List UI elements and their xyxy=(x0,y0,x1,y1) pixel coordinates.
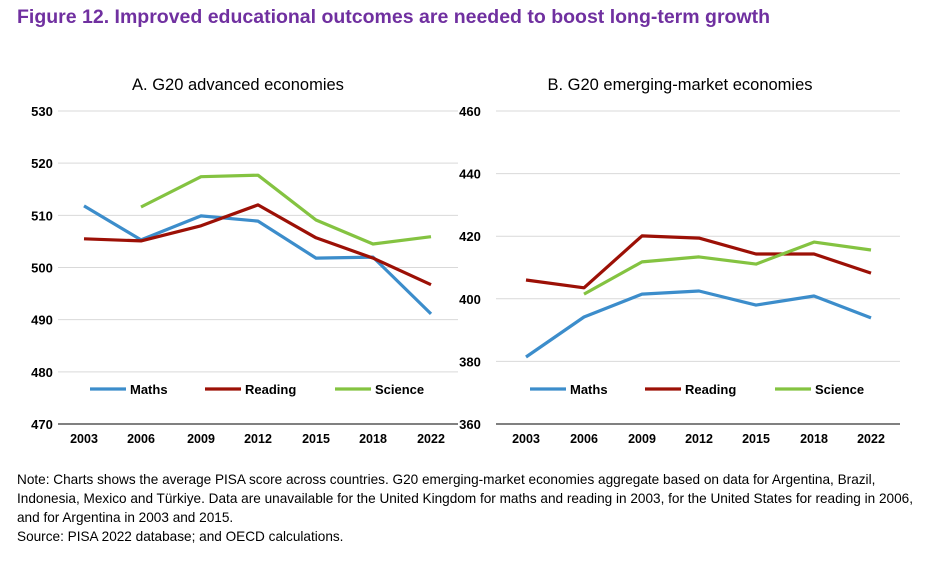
x-tick-label: 2015 xyxy=(742,432,770,446)
legend-label: Reading xyxy=(685,382,736,397)
chart-note: Note: Charts shows the average PISA scor… xyxy=(17,470,932,546)
y-tick-label: 490 xyxy=(31,313,53,328)
x-tick-label: 2012 xyxy=(685,432,713,446)
y-tick-label: 360 xyxy=(459,417,481,432)
panel-title: B. G20 emerging-market economies xyxy=(547,76,812,94)
x-tick-label: 2015 xyxy=(302,432,330,446)
panel-a: A. G20 advanced economies 470 480 490 500 510… xyxy=(31,76,458,446)
source-text: Source: PISA 2022 database; and OECD cal… xyxy=(17,529,344,544)
x-tick-label: 2022 xyxy=(857,432,885,446)
series-line-science xyxy=(583,240,872,296)
panel-title: A. G20 advanced economies xyxy=(132,76,344,94)
y-tick-label: 420 xyxy=(459,229,481,244)
series-line-reading xyxy=(525,234,872,290)
y-tick-label: 460 xyxy=(459,104,481,119)
y-tick-label: 380 xyxy=(459,354,481,369)
series-line-maths xyxy=(525,289,872,359)
x-tick-label: 2006 xyxy=(127,432,155,446)
series-line-science xyxy=(140,173,432,246)
figure-title: Figure 12. Improved educational outcomes… xyxy=(17,6,771,28)
x-tick-label: 2018 xyxy=(800,432,828,446)
y-tick-label: 440 xyxy=(459,167,481,182)
y-tick-label: 400 xyxy=(459,292,481,307)
x-tick-label: 2012 xyxy=(244,432,272,446)
legend-label: Maths xyxy=(130,382,168,397)
note-text: Note: Charts shows the average PISA scor… xyxy=(17,472,913,525)
legend-label: Reading xyxy=(245,382,296,397)
x-tick-label: 2022 xyxy=(417,432,445,446)
x-tick-label: 2018 xyxy=(359,432,387,446)
y-tick-label: 530 xyxy=(31,104,53,119)
legend-label: Science xyxy=(375,382,424,397)
x-tick-label: 2009 xyxy=(187,432,215,446)
x-tick-label: 2006 xyxy=(570,432,598,446)
x-tick-label: 2003 xyxy=(512,432,540,446)
y-tick-label: 520 xyxy=(31,156,53,171)
y-tick-label: 510 xyxy=(31,208,53,223)
x-tick-label: 2009 xyxy=(628,432,656,446)
series-line-reading xyxy=(83,203,432,287)
y-tick-label: 470 xyxy=(31,417,53,432)
panel-b: B. G20 emerging-market economies 360 380 40… xyxy=(459,76,900,446)
legend-label: Maths xyxy=(570,382,608,397)
x-tick-label: 2003 xyxy=(70,432,98,446)
legend-label: Science xyxy=(815,382,864,397)
y-tick-label: 500 xyxy=(31,261,53,276)
y-tick-label: 480 xyxy=(31,365,53,380)
